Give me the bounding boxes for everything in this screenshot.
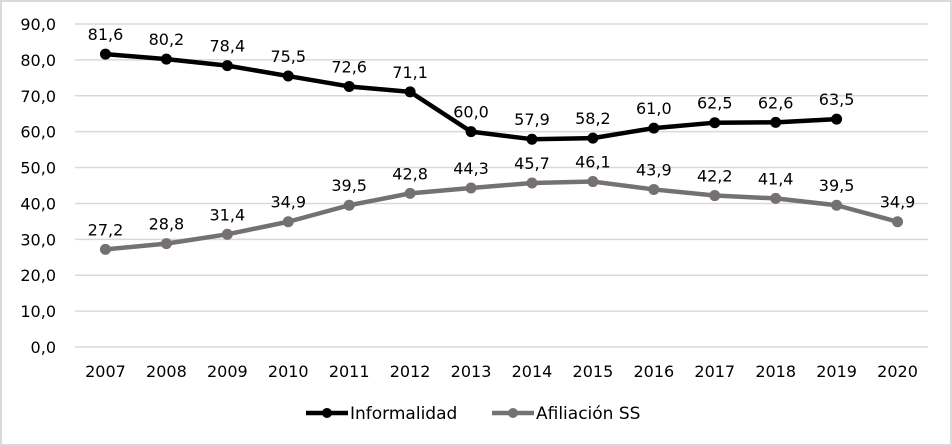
x-tick-label: 2011: [329, 362, 370, 381]
y-tick-label: 80,0: [20, 51, 56, 70]
data-label: 60,0: [453, 103, 489, 122]
data-label: 46,1: [575, 153, 611, 172]
data-point: [99, 48, 111, 60]
legend-label: Afiliación SS: [536, 404, 640, 424]
data-label: 39,5: [331, 176, 367, 195]
legend-item-afiliacion-ss: Afiliación SS: [492, 404, 640, 424]
x-axis-ticks: 2007 2008 2009 2010 2011 2012 2013 2014 2015 2016…: [85, 362, 918, 381]
legend-marker-icon: [508, 408, 518, 418]
x-tick-label: 2018: [755, 362, 796, 381]
data-label: 58,2: [575, 109, 611, 128]
legend-marker-icon: [322, 408, 332, 418]
data-point: [648, 183, 660, 195]
x-tick-label: 2010: [268, 362, 309, 381]
data-point: [465, 182, 477, 194]
data-label: 42,2: [697, 167, 733, 186]
data-point: [892, 216, 904, 228]
data-label: 34,9: [880, 193, 916, 212]
x-tick-label: 2020: [877, 362, 918, 381]
y-tick-label: 50,0: [20, 159, 56, 178]
data-label: 62,5: [697, 94, 733, 113]
data-label: 34,9: [270, 193, 306, 212]
data-labels: 81,6 80,2 78,4 75,5 72,6 71,1 60,0 57,9 58,2 61,0…: [88, 25, 916, 239]
data-point: [99, 243, 111, 255]
x-tick-label: 2015: [573, 362, 614, 381]
y-tick-label: 30,0: [20, 230, 56, 249]
legend-item-informalidad: Informalidad: [306, 404, 457, 424]
data-point: [770, 192, 782, 204]
y-tick-label: 90,0: [20, 15, 56, 34]
data-label: 57,9: [514, 110, 550, 129]
y-tick-label: 20,0: [20, 266, 56, 285]
x-tick-label: 2008: [146, 362, 187, 381]
data-label: 61,0: [636, 99, 672, 118]
data-point: [587, 132, 599, 144]
x-tick-label: 2012: [390, 362, 431, 381]
data-label: 41,4: [758, 169, 794, 188]
gridlines: [75, 23, 928, 348]
x-tick-label: 2019: [816, 362, 857, 381]
data-label: 81,6: [88, 25, 124, 44]
data-point: [282, 216, 294, 228]
y-tick-label: 40,0: [20, 194, 56, 213]
data-label: 62,6: [758, 93, 794, 112]
data-label: 63,5: [819, 90, 855, 109]
data-point: [526, 177, 538, 189]
x-tick-label: 2016: [633, 362, 674, 381]
series-lines: [99, 48, 904, 255]
data-label: 80,2: [149, 30, 185, 49]
data-label: 42,8: [392, 164, 428, 183]
legend-label: Informalidad: [350, 404, 457, 424]
x-tick-label: 2014: [512, 362, 553, 381]
data-label: 31,4: [210, 205, 246, 224]
y-tick-label: 10,0: [20, 302, 56, 321]
data-label: 28,8: [149, 215, 185, 234]
data-point: [404, 187, 416, 199]
data-point: [282, 70, 294, 82]
data-label: 71,1: [392, 63, 428, 82]
data-point: [160, 238, 172, 250]
data-label: 75,5: [270, 47, 306, 66]
data-label: 72,6: [331, 57, 367, 76]
data-point: [709, 117, 721, 129]
data-label: 78,4: [210, 37, 246, 56]
x-tick-label: 2007: [85, 362, 126, 381]
data-label: 27,2: [88, 220, 124, 239]
data-point: [526, 133, 538, 145]
x-tick-label: 2017: [694, 362, 735, 381]
data-label: 45,7: [514, 154, 550, 173]
data-point: [404, 86, 416, 98]
data-point: [770, 116, 782, 128]
y-tick-label: 70,0: [20, 87, 56, 106]
data-point: [648, 122, 660, 134]
y-tick-label: 60,0: [20, 123, 56, 142]
series-line-afiliacion-ss: [105, 179, 899, 252]
data-point: [831, 199, 843, 211]
y-axis-ticks: 0,0 10,0 20,0 30,0 40,0 50,0 60,0 70,0 80,0 90,0: [20, 15, 56, 357]
data-point: [587, 176, 599, 188]
data-point: [160, 53, 172, 65]
x-tick-label: 2009: [207, 362, 248, 381]
data-point: [343, 80, 355, 92]
x-tick-label: 2013: [451, 362, 492, 381]
data-point: [465, 126, 477, 138]
data-point: [709, 190, 721, 202]
y-tick-label: 0,0: [31, 338, 56, 357]
data-label: 44,3: [453, 159, 489, 178]
data-point: [221, 228, 233, 240]
data-point: [831, 113, 843, 125]
data-point: [221, 60, 233, 72]
data-label: 39,5: [819, 176, 855, 195]
data-point: [343, 199, 355, 211]
legend: Informalidad Afiliación SS: [306, 404, 640, 424]
data-label: 43,9: [636, 160, 672, 179]
